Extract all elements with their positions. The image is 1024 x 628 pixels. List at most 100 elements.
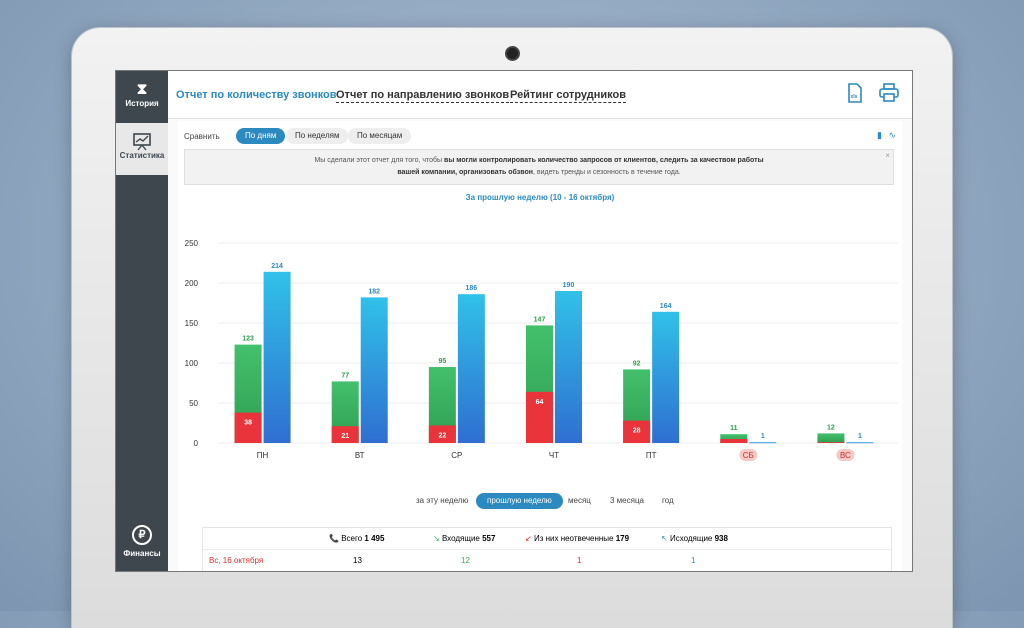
missed-header: ↙ Из них неотвеченные 179 bbox=[525, 528, 629, 550]
period-selector: за эту неделю прошлую неделю месяц 3 мес… bbox=[178, 493, 902, 509]
close-icon[interactable]: × bbox=[885, 151, 890, 160]
bar-missed bbox=[623, 420, 651, 443]
cell-missed: 1 bbox=[577, 556, 582, 565]
data-label-outgoing: 1 bbox=[761, 433, 765, 440]
header-value: 1 495 bbox=[364, 534, 385, 543]
calls-table: 📞 Всего 1 495 ↘ Входящие 557 ↙ Из них не… bbox=[202, 527, 892, 571]
data-label-incoming: 123 bbox=[242, 336, 254, 343]
bar-outgoing bbox=[846, 442, 874, 444]
sidebar-item-history[interactable]: ⧗ История bbox=[116, 71, 168, 123]
header-value: 938 bbox=[714, 534, 728, 543]
ruble-coin-icon: ₽ bbox=[132, 525, 152, 545]
tab-calls-direction[interactable]: Отчет по направлению звонков bbox=[336, 89, 510, 103]
cell-outgoing: 1 bbox=[691, 556, 696, 565]
bar-incoming bbox=[720, 434, 748, 443]
compare-by-weeks[interactable]: По неделям bbox=[286, 128, 349, 144]
data-label-missed: 21 bbox=[341, 433, 349, 440]
period-this-week[interactable]: за эту неделю bbox=[416, 496, 469, 505]
y-tick-label: 100 bbox=[185, 359, 199, 368]
bar-missed bbox=[817, 442, 845, 443]
bar-missed bbox=[234, 412, 262, 443]
tab-staff-rating[interactable]: Рейтинг сотрудников bbox=[510, 89, 626, 103]
sidebar-item-label: История bbox=[125, 99, 159, 108]
compare-by-days[interactable]: По дням bbox=[236, 128, 286, 144]
data-label-outgoing: 182 bbox=[368, 288, 380, 295]
printer-icon[interactable] bbox=[878, 83, 900, 105]
weekend-badge bbox=[739, 449, 758, 461]
sidebar-item-finance[interactable]: ₽ Финансы bbox=[116, 519, 168, 571]
camera bbox=[507, 48, 518, 59]
hourglass-icon: ⧗ bbox=[136, 81, 148, 98]
y-tick-label: 150 bbox=[185, 319, 199, 328]
bar-missed bbox=[331, 426, 359, 443]
data-label-missed: 22 bbox=[438, 432, 446, 439]
data-label-outgoing: 1 bbox=[858, 433, 862, 440]
bar-outgoing bbox=[652, 311, 680, 443]
period-last-week[interactable]: прошлую неделю bbox=[476, 493, 563, 509]
data-label-outgoing: 214 bbox=[271, 263, 283, 270]
period-month[interactable]: месяц bbox=[568, 496, 591, 505]
chart-title: За прошлую неделю (10 - 16 октября) bbox=[465, 193, 615, 202]
data-label-outgoing: 186 bbox=[466, 285, 478, 292]
y-tick-label: 200 bbox=[185, 279, 199, 288]
main-panel: Отчет по количеству звонков Отчет по нап… bbox=[168, 71, 912, 571]
data-label-outgoing: 164 bbox=[660, 303, 672, 310]
total-header: 📞 Всего 1 495 bbox=[329, 528, 384, 550]
header-value: 557 bbox=[482, 534, 496, 543]
x-tick-label: СР bbox=[451, 451, 462, 460]
y-tick-label: 50 bbox=[189, 399, 198, 408]
report-tabs: Отчет по количеству звонков Отчет по нап… bbox=[168, 71, 912, 119]
table-row[interactable]: Вс, 16 октября 13 12 1 1 bbox=[203, 550, 891, 571]
x-tick-label: ПТ bbox=[646, 451, 657, 460]
xls-export-icon[interactable]: xls bbox=[844, 83, 866, 105]
data-label-incoming: 11 bbox=[730, 425, 738, 432]
info-text-bold: вашей компании, организовать обзвон bbox=[397, 169, 533, 176]
cell-date: Вс, 16 октября bbox=[209, 556, 264, 565]
x-tick-label: ЧТ bbox=[549, 451, 559, 460]
presentation-chart-icon bbox=[116, 133, 168, 151]
outgoing-arrow-icon: ↖ bbox=[661, 534, 668, 543]
sidebar: ⧗ История Статистика ₽ Финансы bbox=[116, 71, 168, 571]
sidebar-item-statistics[interactable]: Статистика bbox=[116, 123, 168, 175]
bar-chart-icon[interactable]: ▮ bbox=[877, 130, 882, 140]
outgoing-header: ↖ Исходящие 938 bbox=[661, 528, 728, 550]
incoming-arrow-icon: ↘ bbox=[433, 534, 440, 543]
data-label-missed: 28 bbox=[633, 428, 641, 435]
bar-outgoing bbox=[457, 294, 485, 443]
bar-missed bbox=[720, 439, 748, 443]
weekend-badge bbox=[836, 449, 855, 461]
data-label-incoming: 92 bbox=[633, 360, 641, 367]
x-tick-label: ВС bbox=[840, 451, 851, 460]
phone-icon: 📞 bbox=[329, 534, 339, 543]
header-label: Из них неотвеченные bbox=[533, 534, 614, 543]
header-label: Исходящие bbox=[669, 534, 713, 543]
compare-label: Сравнить bbox=[184, 132, 220, 141]
period-year[interactable]: год bbox=[662, 496, 674, 505]
period-3-months[interactable]: 3 месяца bbox=[610, 496, 644, 505]
compare-by-months[interactable]: По месяцам bbox=[348, 128, 412, 144]
bar-outgoing bbox=[263, 271, 291, 443]
info-text: , видеть тренды и сезонность в течение г… bbox=[532, 169, 681, 176]
data-label-incoming: 95 bbox=[438, 358, 446, 365]
line-chart-icon[interactable]: ∿ bbox=[888, 130, 896, 140]
bar-outgoing bbox=[555, 291, 582, 443]
header-label: Всего bbox=[341, 534, 363, 543]
bar-outgoing bbox=[360, 297, 388, 443]
bar-outgoing bbox=[749, 442, 777, 444]
data-label-incoming: 147 bbox=[534, 316, 546, 323]
data-label-incoming: 77 bbox=[341, 372, 349, 379]
info-text-bold: вы могли контролировать количество запро… bbox=[444, 157, 764, 164]
svg-text:xls: xls bbox=[851, 94, 858, 100]
report-content: Сравнить По дням По неделям По месяцам ▮… bbox=[178, 121, 902, 571]
x-tick-label: ПН bbox=[257, 451, 269, 460]
data-label-incoming: 12 bbox=[827, 424, 835, 431]
tab-calls-count[interactable]: Отчет по количеству звонков bbox=[176, 89, 337, 101]
x-tick-label: СБ bbox=[743, 451, 754, 460]
header-value: 179 bbox=[615, 534, 630, 543]
missed-arrow-icon: ↙ bbox=[525, 534, 532, 543]
header-label: Входящие bbox=[441, 534, 480, 543]
table-header: 📞 Всего 1 495 ↘ Входящие 557 ↙ Из них не… bbox=[203, 528, 891, 550]
info-text: Мы сделали этот отчет для того, чтобы bbox=[314, 157, 445, 164]
sidebar-item-label: Статистика bbox=[119, 151, 165, 160]
sidebar-item-label: Финансы bbox=[123, 549, 161, 558]
